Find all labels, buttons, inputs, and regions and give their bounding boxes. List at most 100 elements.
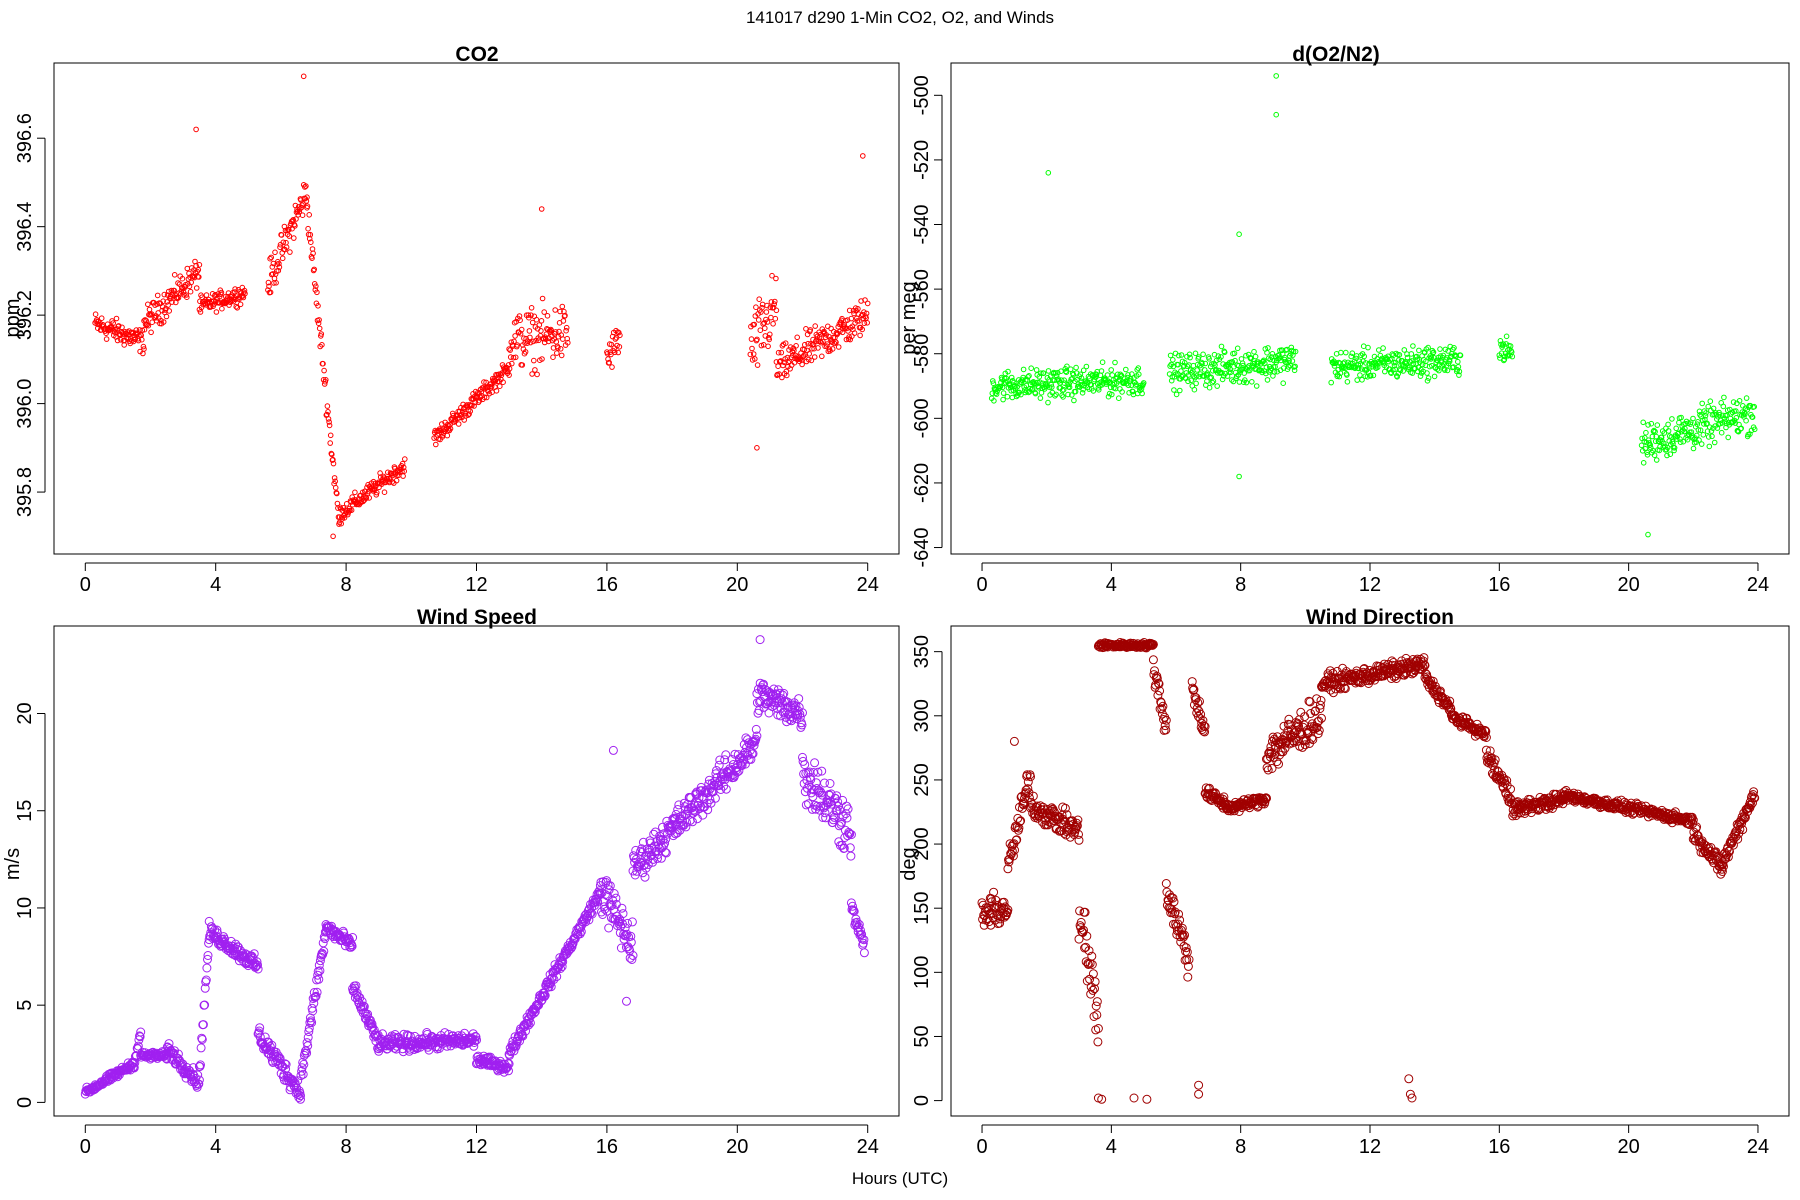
o2n2-point-649 — [1400, 368, 1406, 374]
co2-point-878 — [791, 347, 797, 354]
co2-point-275 — [242, 290, 248, 297]
co2-point-257 — [232, 286, 238, 292]
co2-point-523 — [399, 460, 406, 467]
co2-point-97 — [145, 301, 151, 308]
o2n2-point-139 — [1064, 363, 1070, 370]
co2-point-764 — [560, 336, 566, 342]
co2-point-580 — [459, 409, 466, 416]
co2-point-917 — [812, 323, 819, 329]
o2n2-x-tick-label-3: 12 — [1359, 574, 1381, 596]
wspd-point-208 — [194, 1079, 204, 1089]
o2n2-point-29 — [1004, 393, 1011, 400]
co2-point-796 — [616, 344, 623, 350]
o2n2-point-836 — [1669, 416, 1675, 422]
o2n2-point-37 — [1008, 374, 1015, 381]
o2n2-point-817 — [1658, 434, 1665, 441]
co2-point-721 — [536, 322, 543, 328]
wdir-plot-frame — [950, 625, 1790, 1117]
o2n2-point-857 — [1680, 438, 1687, 445]
wspd-points — [80, 635, 869, 1104]
o2n2-point-398 — [1229, 359, 1236, 365]
o2n2-point-546 — [1344, 379, 1351, 385]
o2n2-point-507 — [1288, 344, 1295, 351]
o2n2-point-543 — [1343, 349, 1349, 356]
co2-point-835 — [768, 314, 774, 321]
o2n2-point-753 — [1456, 368, 1463, 375]
o2n2-point-674 — [1413, 353, 1420, 360]
o2n2-point-423 — [1243, 352, 1249, 359]
o2n2-point-892 — [1699, 400, 1705, 407]
co2-point-146 — [171, 272, 178, 278]
co2-point-382 — [323, 377, 329, 383]
co2-point-396 — [330, 460, 337, 467]
wspd-point-718 — [471, 1032, 481, 1042]
o2n2-point-752 — [1456, 372, 1462, 378]
wspd-title: Wind Speed — [417, 606, 537, 629]
o2n2-point-342 — [1199, 360, 1205, 367]
o2n2-ylabel: per meg — [898, 281, 920, 354]
co2-point-827 — [763, 309, 770, 315]
o2n2-point-203 — [1098, 368, 1105, 374]
co2-point-325 — [292, 223, 298, 229]
o2n2-point-905 — [1706, 443, 1713, 450]
o2n2-point-651 — [1401, 347, 1408, 353]
co2-point-232 — [218, 289, 225, 296]
o2n2-point-612 — [1380, 345, 1386, 351]
wspd-point-219 — [200, 1000, 210, 1010]
co2-point-296 — [276, 260, 282, 267]
co2-point-832 — [766, 336, 773, 343]
o2n2-point-161 — [1076, 383, 1082, 390]
o2n2-point-750 — [1455, 358, 1461, 365]
o2n2-point-932 — [1721, 394, 1727, 401]
o2n2-point-213 — [1104, 379, 1110, 386]
co2-point-1016 — [860, 153, 866, 159]
o2n2-point-994 — [1236, 473, 1242, 480]
co2-point-490 — [381, 489, 388, 496]
co2-point-131 — [163, 313, 170, 320]
co2-point-797 — [617, 332, 623, 339]
co2-point-678 — [512, 354, 519, 361]
o2n2-point-403 — [1232, 357, 1238, 364]
o2n2-point-859 — [1681, 428, 1688, 435]
o2n2-point-875 — [1690, 415, 1696, 422]
co2-point-755 — [555, 345, 561, 351]
co2-point-820 — [759, 301, 766, 308]
co2-point-41 — [114, 337, 121, 344]
co2-point-850 — [775, 349, 782, 356]
co2-point-686 — [517, 317, 523, 324]
o2n2-point-564 — [1354, 377, 1360, 383]
co2-point-100 — [146, 306, 153, 313]
co2-point-333 — [296, 209, 303, 215]
o2n2-point-898 — [1702, 413, 1709, 419]
co2-point-393 — [329, 451, 335, 458]
co2-point-125 — [160, 298, 166, 305]
o2n2-point-81 — [1032, 390, 1039, 397]
o2n2-point-758 — [1497, 338, 1504, 344]
o2n2-point-955 — [1733, 415, 1740, 421]
co2-point-527 — [402, 456, 408, 462]
co2-point-96 — [144, 321, 151, 328]
o2n2-point-461 — [1263, 364, 1270, 370]
co2-point-975 — [844, 325, 850, 332]
o2n2-point-533 — [1337, 370, 1344, 377]
wspd-point-1403 — [843, 804, 853, 814]
o2n2-point-400 — [1230, 378, 1237, 385]
o2n2-point-67 — [1025, 374, 1031, 380]
wspd-y-tick-label-0: 0 — [14, 1097, 36, 1108]
co2-point-633 — [488, 383, 495, 390]
o2n2-point-378 — [1218, 343, 1225, 350]
o2n2-point-541 — [1341, 359, 1348, 366]
co2-point-916 — [811, 354, 818, 360]
o2n2-point-853 — [1678, 414, 1684, 421]
co2-point-1003 — [859, 326, 866, 333]
o2n2-point-791 — [1644, 452, 1651, 458]
co2-point-725 — [538, 318, 545, 324]
wdir-point-544 — [1274, 759, 1283, 769]
o2n2-x-tick-label-6: 24 — [1747, 574, 1769, 596]
o2n2-point-295 — [1173, 391, 1180, 398]
o2n2-point-2 — [990, 378, 996, 384]
o2n2-point-691 — [1423, 358, 1429, 365]
co2-point-411 — [338, 520, 345, 527]
co2-point-127 — [161, 291, 168, 298]
o2n2-point-434 — [1249, 379, 1255, 385]
